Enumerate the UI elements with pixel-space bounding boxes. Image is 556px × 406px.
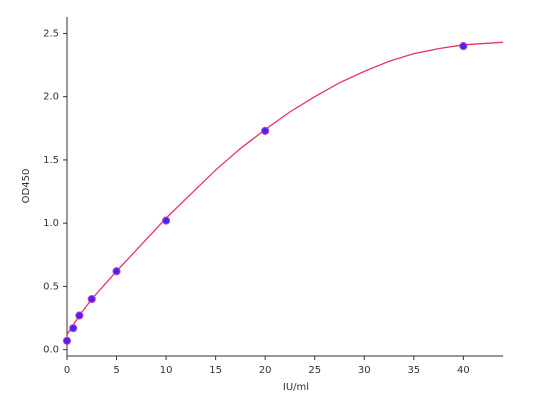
- x-tick-label: 25: [308, 365, 321, 376]
- y-axis-label: OD450: [21, 169, 32, 204]
- data-point: [161, 216, 171, 225]
- data-point: [62, 336, 72, 345]
- y-tick-label: 2.5: [43, 28, 59, 39]
- x-tick-label: 35: [407, 365, 420, 376]
- x-tick-label: 5: [113, 365, 119, 376]
- data-point: [75, 311, 84, 320]
- y-tick-label: 0.5: [43, 281, 59, 292]
- data-point: [459, 41, 468, 51]
- data-point: [69, 324, 78, 333]
- x-tick-label: 10: [160, 365, 173, 376]
- x-tick-label: 0: [64, 365, 70, 376]
- data-point: [261, 126, 270, 135]
- data-point: [87, 294, 96, 304]
- y-tick-label: 0.0: [43, 345, 59, 356]
- y-tick-label: 1.5: [43, 155, 59, 166]
- data-point: [112, 267, 121, 276]
- x-tick-label: 40: [457, 365, 470, 376]
- x-tick-label: 30: [358, 365, 371, 376]
- x-tick-label: 20: [259, 365, 272, 376]
- fit-curve: [66, 41, 504, 335]
- x-axis-label: IU/ml: [283, 382, 309, 393]
- y-tick-label: 1.0: [43, 218, 59, 229]
- x-tick-label: 15: [209, 365, 222, 376]
- y-tick-label: 2.0: [43, 92, 59, 103]
